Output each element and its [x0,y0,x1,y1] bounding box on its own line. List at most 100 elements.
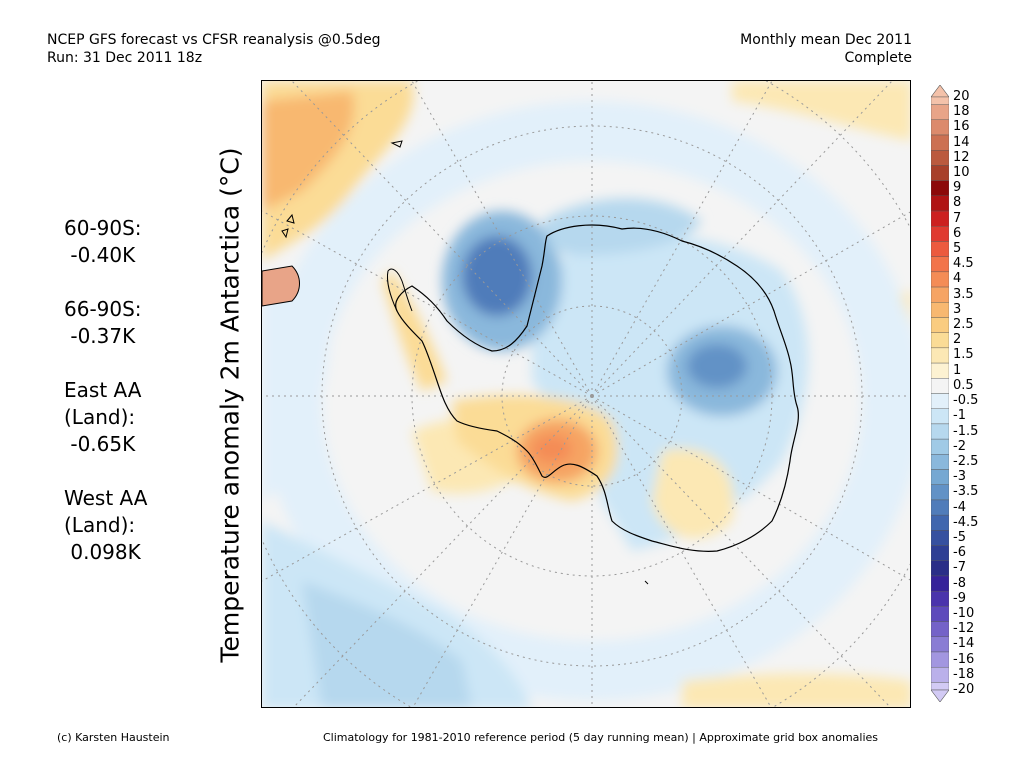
colorbar-tick-label: -3.5 [953,484,979,500]
colorbar-tick-label: -8 [953,575,966,591]
colorbar-swatch [931,119,949,136]
colorbar-swatch [931,362,949,379]
antarctic-peninsula [387,268,413,312]
colorbar-tick-label: -1 [953,408,966,424]
map-canvas [262,81,910,707]
colorbar-swatch [931,150,949,166]
period-line-1: Monthly mean Dec 2011 [740,32,912,48]
colorbar-tick-label: -4 [953,499,966,515]
colorbar-swatch [931,226,949,242]
period-line-2: Complete [844,50,912,66]
colorbar-swatch [931,530,949,546]
stat-label: 66-90S: [64,297,142,321]
colorbar-tick-label: 12 [953,149,970,165]
credit-text: (c) Karsten Haustein [57,731,170,744]
stat-value: -0.40K [70,243,136,267]
colorbar-tick-label: -18 [953,666,975,682]
colorbar-tick-label: -14 [953,636,975,652]
colorbar-tick-label: 4.5 [953,256,974,272]
colorbar-swatch [931,484,949,501]
colorbar-tick-label: 4 [953,271,962,287]
period-info: Monthly mean Dec 2011 Complete [740,31,912,67]
colorbar-tick-label: 14 [953,134,970,150]
colorbar-tick-label: 2.5 [953,317,974,333]
graticule [262,81,910,707]
y-label-container: Temperature anomaly 2m Antarctica (°C) [210,140,250,670]
stat-66-90s: 66-90S: -0.37K [64,296,147,350]
colorbar-swatch [931,378,949,394]
title-line-1: NCEP GFS forecast vs CFSR reanalysis @0.… [47,32,381,48]
colorbar-swatch [931,682,949,691]
colorbar-swatch [931,332,949,349]
colorbar-tick-label: 5 [953,241,962,257]
colorbar-swatch [931,514,949,531]
colorbar-tick-label: 7 [953,210,962,226]
colorbar-tick-label: -6 [953,545,966,561]
colorbar-tick-label: -9 [953,590,966,606]
colorbar-swatch [931,302,949,318]
colorbar-swatch [931,423,949,440]
colorbar-tick-label: 3 [953,301,962,317]
colorbar-swatch [931,286,949,303]
stat-60-90s: 60-90S: -0.40K [64,215,147,269]
colorbar-tick-label: 9 [953,180,962,196]
title-line-2: Run: 31 Dec 2011 18z [47,50,203,66]
stat-label: West AA (Land): [64,486,148,537]
colorbar [931,85,949,702]
colorbar-tick-label: -3 [953,469,966,485]
colorbar-tick-label: -12 [953,621,975,637]
map-title: NCEP GFS forecast vs CFSR reanalysis @0.… [47,31,381,67]
footnote-text: Climatology for 1981-2010 reference peri… [323,731,879,744]
continent-anomaly [382,198,809,551]
colorbar-swatch [931,590,949,607]
colorbar-swatch [931,271,949,288]
colorbar-swatch [931,408,949,425]
colorbar-swatch [931,636,949,653]
colorbar-tick-label: -2.5 [953,453,979,469]
region-stats: 60-90S: -0.40K 66-90S: -0.37K East AA (L… [64,215,147,593]
islands [281,140,649,585]
colorbar-swatch [931,195,949,212]
colorbar-swatch [931,317,949,333]
colorbar-swatch [931,438,949,455]
colorbar-tick-label: -7 [953,560,966,576]
colorbar-tick-label: -5 [953,529,966,545]
colorbar-tick-label: 8 [953,195,962,211]
colorbar-tick-label: 1.5 [953,347,974,363]
colorbar-labels: 20 18 16 14 12 10 9 8 7 6 5 4.5 4 3.5 3 2.5 2 1.5 1 0.5 -0.5… [953,85,1003,702]
colorbar-tick-label: 1 [953,362,962,378]
colorbar-swatch [931,104,949,121]
anomaly-map [261,80,911,708]
colorbar-tick-label: -2 [953,438,966,454]
colorbar-swatch [931,393,949,409]
y-axis-label: Temperature anomaly 2m Antarctica (°C) [215,147,245,663]
colorbar-swatch [931,606,949,622]
colorbar-bottom-arrow [931,689,949,702]
colorbar-swatch [931,545,949,561]
stat-east-aa: East AA (Land): -0.65K [64,377,147,458]
colorbar-swatch [931,666,949,683]
colorbar-tick-label: 18 [953,104,970,120]
stat-label: 60-90S: [64,216,142,240]
colorbar-tick-label: -10 [953,605,975,621]
colorbar-swatch [931,134,949,151]
stat-west-aa: West AA (Land): 0.098K [64,485,147,566]
stat-value: -0.65K [70,432,136,456]
colorbar-swatch [931,180,949,197]
stat-label: East AA (Land): [64,378,142,429]
colorbar-swatch [931,165,949,181]
colorbar-swatch [931,499,949,516]
antarctica-coastline [395,224,799,552]
colorbar-swatch [931,256,949,273]
stat-value: -0.37K [70,324,136,348]
colorbar-swatch [931,241,949,257]
colorbar-tick-label: -1.5 [953,423,979,439]
colorbar-swatch [931,210,949,227]
stat-value: 0.098K [70,540,141,564]
colorbar-tick-label: -4.5 [953,514,979,530]
colorbar-swatch [931,454,949,470]
anomaly-field [262,81,910,707]
colorbar-swatch [931,96,949,105]
colorbar-swatch [931,575,949,592]
colorbar-tick-label: 6 [953,225,962,241]
